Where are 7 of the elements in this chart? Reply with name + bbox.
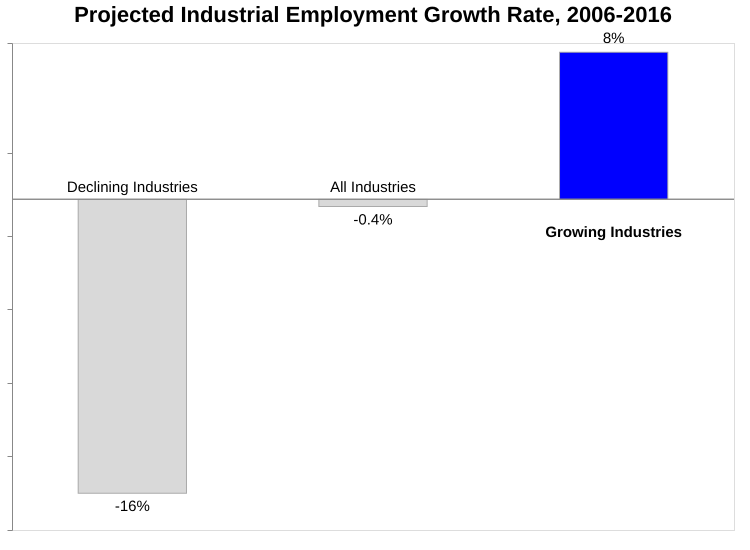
data-label: -16% xyxy=(114,498,150,516)
data-label: 8% xyxy=(602,30,625,48)
x-tick-label: Growing Industries xyxy=(545,224,682,242)
x-tick-label: Declining Industries xyxy=(66,179,198,196)
x-tick-label: All Industries xyxy=(330,179,416,196)
data-label: -0.4% xyxy=(353,212,393,229)
chart-title: Projected Industrial Employment Growth Rate, 2006-2016 xyxy=(74,2,672,28)
